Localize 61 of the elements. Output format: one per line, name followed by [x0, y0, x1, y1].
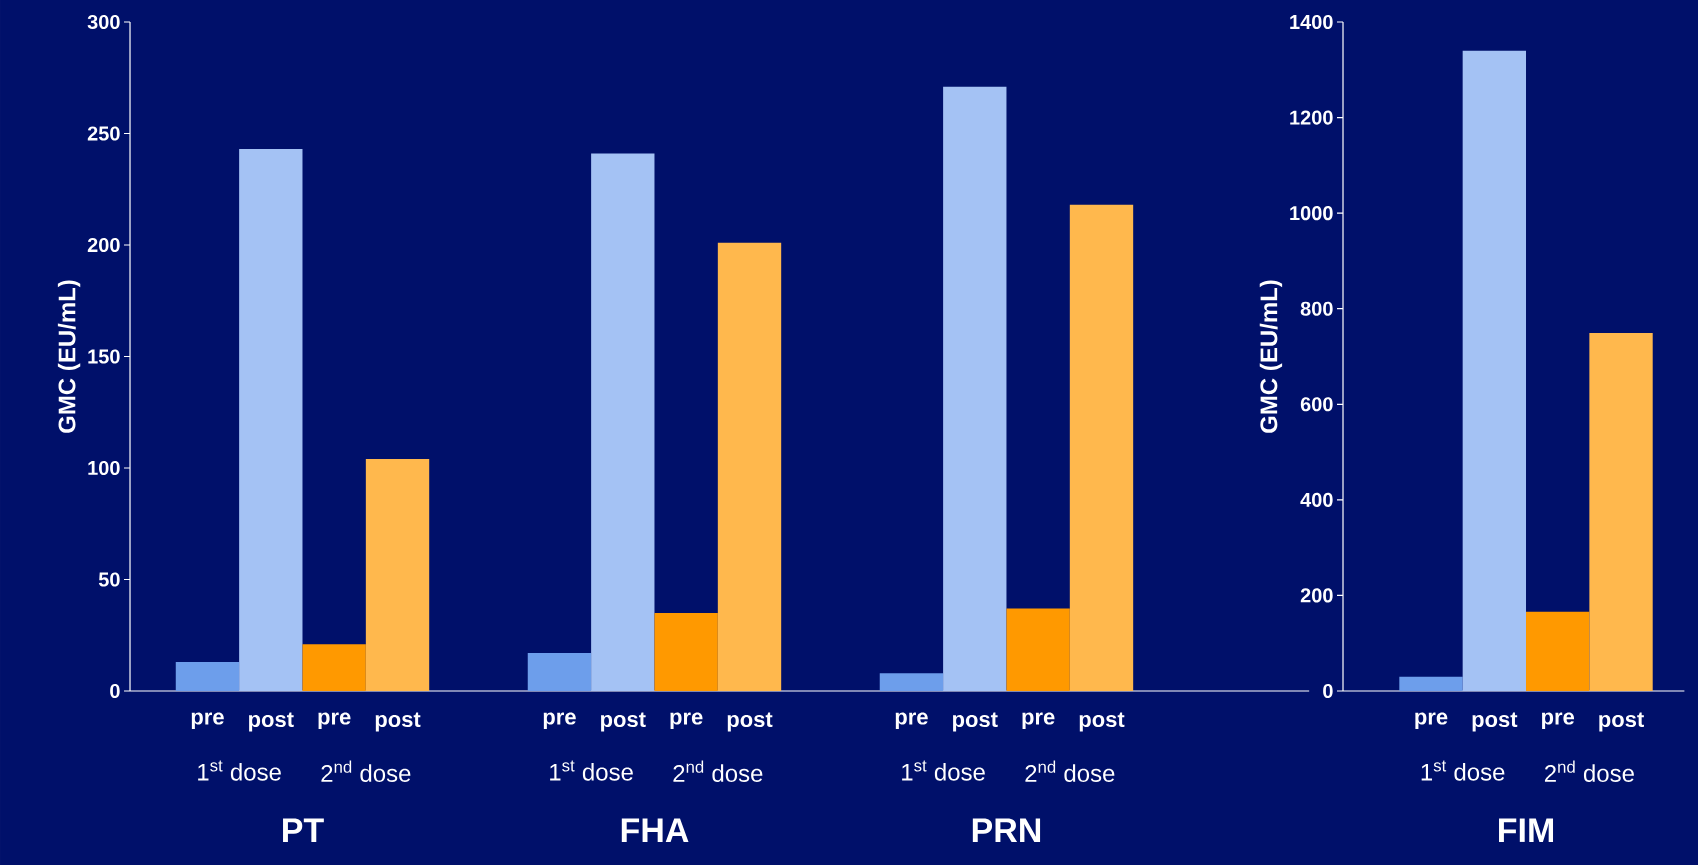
bar — [527, 653, 592, 691]
y-tick-label: 400 — [1300, 492, 1333, 507]
text: 1$^{st}$ dose — [902, 760, 985, 781]
series-label: pre — [191, 712, 224, 729]
text: 2$^{nd}$ dose — [321, 760, 411, 782]
text: post — [1079, 712, 1125, 732]
text: 2$^{nd}$ dose — [1025, 760, 1115, 782]
bar — [1006, 608, 1070, 691]
text: 1$^{st}$ dose — [198, 760, 281, 781]
bar — [365, 459, 430, 691]
y-tick-label: 0 — [110, 683, 120, 699]
series-label: pre — [1415, 712, 1448, 729]
series-label: pre — [1542, 712, 1575, 729]
bar — [1462, 50, 1527, 691]
y-tick-label: 100 — [88, 460, 120, 476]
bar — [1526, 611, 1590, 691]
text: 2$^{nd}$ dose — [1544, 760, 1634, 782]
x-tick-label: FIM — [1499, 818, 1554, 842]
y-axis-title: GMC (EU/mL) — [57, 280, 81, 433]
y-tick-label: 600 — [1300, 397, 1333, 412]
text: pre — [543, 712, 576, 729]
text: pre — [670, 712, 703, 729]
bar — [1399, 676, 1463, 691]
text: 2$^{nd}$ dose — [673, 760, 763, 782]
y-tick-label: 800 — [1300, 301, 1333, 316]
bar — [943, 86, 1007, 691]
bar — [654, 612, 718, 691]
text: 1$^{st}$ dose — [550, 760, 633, 781]
bar — [879, 673, 944, 691]
bar — [239, 149, 303, 691]
bar — [175, 662, 240, 691]
y-tick-label: 250 — [87, 126, 120, 141]
y-tick-label: 0 — [1323, 683, 1333, 699]
series-label: post — [1599, 712, 1644, 732]
y-tick-label: 200 — [87, 237, 120, 253]
series-label: post — [375, 712, 421, 732]
y-axis-title: GMC (EU/mL) — [1259, 280, 1283, 433]
x-tick-label: PRN — [972, 818, 1041, 842]
bar — [591, 153, 655, 691]
y-tick-label: 50 — [98, 572, 120, 587]
y-tick-label: 150 — [88, 349, 120, 364]
bar — [1589, 333, 1653, 691]
text: post — [601, 712, 646, 732]
y-tick-label: 1200 — [1290, 110, 1333, 125]
y-tick-label: 1400 — [1290, 14, 1333, 30]
series-label: post — [1472, 712, 1518, 732]
series-label: pre — [318, 712, 351, 729]
y-tick-label: 1000 — [1290, 206, 1333, 221]
y-tick-label: 200 — [1300, 588, 1333, 603]
bar — [302, 644, 366, 691]
bar — [1069, 204, 1134, 691]
x-tick-label: PT — [283, 818, 324, 842]
x-tick-label: FHA — [621, 818, 689, 842]
series-label: post — [249, 712, 294, 732]
y-tick-label: 300 — [87, 14, 120, 30]
text: 1$^{st}$ dose — [1421, 760, 1505, 781]
text: pre — [895, 712, 928, 729]
text: post — [727, 712, 773, 732]
bar — [717, 242, 782, 691]
text: post — [953, 712, 998, 732]
text: pre — [1022, 712, 1055, 729]
